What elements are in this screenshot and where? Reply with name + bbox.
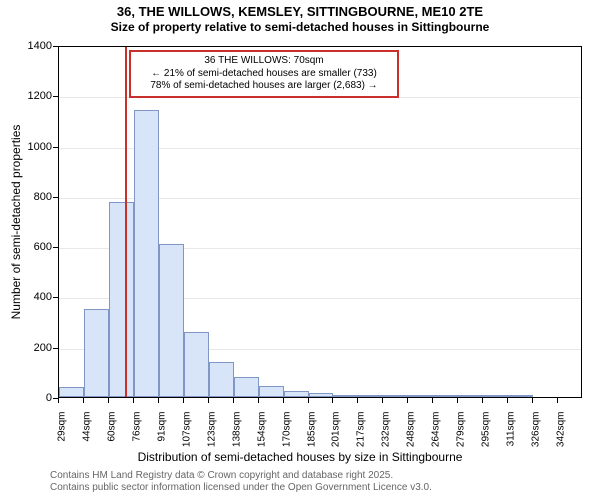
xaxis-label: Distribution of semi-detached houses by … (0, 450, 600, 464)
ytick-mark (53, 297, 58, 298)
histogram-bar (59, 387, 84, 397)
title-line1: 36, THE WILLOWS, KEMSLEY, SITTINGBOURNE,… (0, 4, 600, 19)
plot-area: 36 THE WILLOWS: 70sqm← 21% of semi-detac… (58, 46, 582, 398)
xtick-mark (308, 398, 309, 403)
histogram-bar (433, 395, 458, 397)
ytick-label: 200 (20, 342, 52, 354)
annotation-box: 36 THE WILLOWS: 70sqm← 21% of semi-detac… (129, 50, 399, 98)
histogram-bar (508, 395, 533, 397)
xtick-mark (382, 398, 383, 403)
xtick-label: 201sqm (331, 412, 342, 448)
xtick-label: 123sqm (206, 412, 217, 448)
xtick-label: 154sqm (256, 412, 267, 448)
ytick-label: 400 (20, 291, 52, 303)
histogram-bar (309, 393, 334, 397)
annotation-line2: ← 21% of semi-detached houses are smalle… (137, 68, 391, 81)
footer-line1: Contains HM Land Registry data © Crown c… (50, 470, 432, 482)
xtick-label: 44sqm (81, 412, 92, 442)
ytick-label: 600 (20, 241, 52, 253)
histogram-bar (358, 395, 383, 397)
xtick-mark (258, 398, 259, 403)
xtick-mark (283, 398, 284, 403)
title-block: 36, THE WILLOWS, KEMSLEY, SITTINGBOURNE,… (0, 4, 600, 34)
xtick-label: 232sqm (381, 412, 392, 448)
title-line2: Size of property relative to semi-detach… (0, 20, 600, 34)
histogram-bar (209, 362, 234, 397)
ytick-mark (53, 147, 58, 148)
xtick-label: 185sqm (306, 412, 317, 448)
footer: Contains HM Land Registry data © Crown c… (50, 470, 432, 494)
annotation-line3: 78% of semi-detached houses are larger (… (137, 80, 391, 93)
histogram-bar (284, 391, 309, 397)
histogram-bar (234, 377, 259, 397)
xtick-label: 138sqm (231, 412, 242, 448)
ytick-label: 1200 (20, 90, 52, 102)
histogram-bar (383, 395, 408, 397)
histogram-bar (84, 309, 109, 397)
xtick-label: 279sqm (456, 412, 467, 448)
xtick-label: 248sqm (406, 412, 417, 448)
ytick-label: 1000 (20, 141, 52, 153)
xtick-mark (407, 398, 408, 403)
xtick-label: 342sqm (556, 412, 567, 448)
xtick-label: 29sqm (57, 412, 68, 442)
xtick-mark (58, 398, 59, 403)
ytick-mark (53, 96, 58, 97)
xtick-label: 107sqm (181, 412, 192, 448)
xtick-label: 76sqm (131, 412, 142, 442)
histogram-bar (184, 332, 209, 397)
xtick-mark (507, 398, 508, 403)
histogram-bar (259, 386, 284, 397)
ytick-label: 1400 (20, 40, 52, 52)
xtick-mark (357, 398, 358, 403)
histogram-bar (483, 395, 508, 397)
histogram-bar (134, 110, 159, 397)
xtick-label: 295sqm (481, 412, 492, 448)
xtick-mark (208, 398, 209, 403)
ytick-mark (53, 197, 58, 198)
histogram-bar (159, 244, 184, 397)
xtick-mark (133, 398, 134, 403)
xtick-label: 91sqm (156, 412, 167, 442)
xtick-label: 264sqm (431, 412, 442, 448)
histogram-bar (458, 395, 483, 397)
ytick-label: 800 (20, 191, 52, 203)
xtick-label: 170sqm (281, 412, 292, 448)
histogram-bar (408, 395, 433, 397)
xtick-mark (233, 398, 234, 403)
xtick-mark (108, 398, 109, 403)
xtick-mark (183, 398, 184, 403)
histogram-bar (333, 395, 358, 398)
marker-line (125, 47, 127, 397)
xtick-mark (83, 398, 84, 403)
ytick-label: 0 (20, 392, 52, 404)
histogram-bar (109, 202, 134, 397)
xtick-label: 311sqm (506, 412, 517, 447)
annotation-line1: 36 THE WILLOWS: 70sqm (137, 55, 391, 68)
ytick-mark (53, 46, 58, 47)
xtick-mark (557, 398, 558, 403)
xtick-mark (158, 398, 159, 403)
xtick-label: 326sqm (531, 412, 542, 448)
xtick-label: 217sqm (356, 412, 367, 448)
ytick-mark (53, 247, 58, 248)
yaxis-label: Number of semi-detached properties (9, 125, 23, 320)
footer-line2: Contains public sector information licen… (50, 482, 432, 494)
xtick-mark (532, 398, 533, 403)
xtick-mark (432, 398, 433, 403)
xtick-mark (332, 398, 333, 403)
ytick-mark (53, 348, 58, 349)
xtick-mark (457, 398, 458, 403)
xtick-mark (482, 398, 483, 403)
chart-container: 36, THE WILLOWS, KEMSLEY, SITTINGBOURNE,… (0, 0, 600, 500)
xtick-label: 60sqm (106, 412, 117, 442)
